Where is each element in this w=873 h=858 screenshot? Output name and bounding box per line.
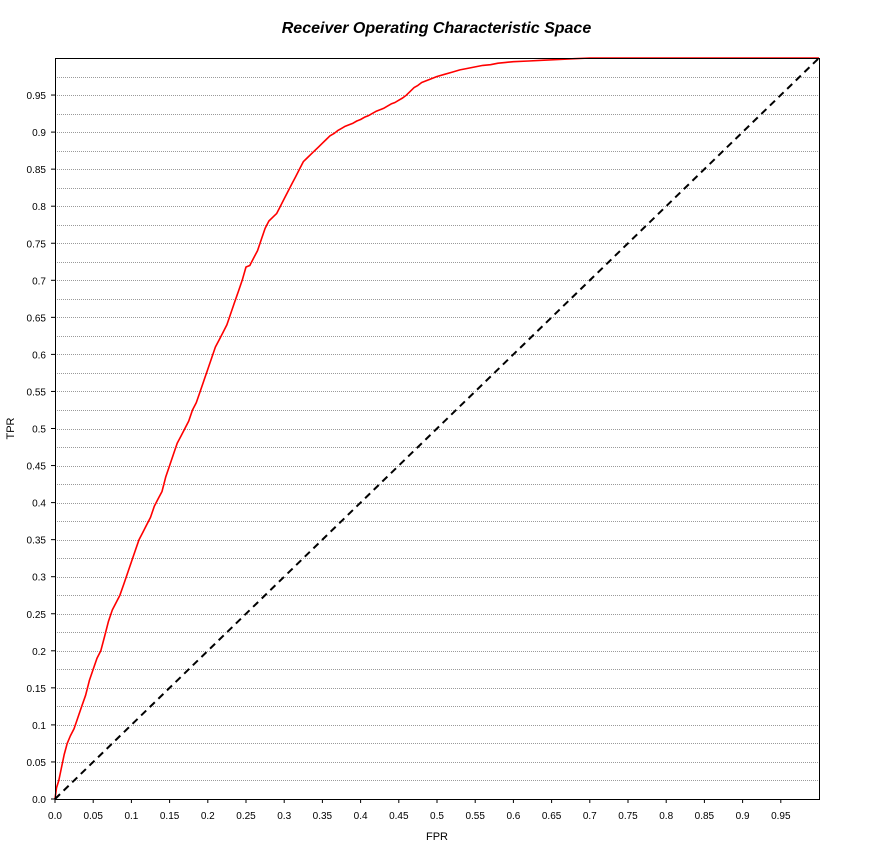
x-tick-label: 0.8: [659, 811, 673, 822]
x-tick-label: 0.75: [618, 811, 638, 822]
x-axis-label: FPR: [426, 831, 448, 843]
y-tick-label: 0.5: [32, 425, 46, 436]
x-tick-label: 0.9: [736, 811, 750, 822]
y-tick-label: 0.8: [32, 202, 46, 213]
y-tick-label: 0.4: [32, 499, 46, 510]
y-tick-label: 0.9: [32, 128, 46, 139]
x-tick-label: 0.85: [695, 811, 715, 822]
y-tick-label: 0.2: [32, 647, 46, 658]
x-tick-label: 0.7: [583, 811, 597, 822]
y-tick-label: 0.55: [27, 387, 47, 398]
x-tick-label: 0.6: [506, 811, 520, 822]
roc-curve: [54, 57, 819, 800]
x-tick-label: 0.1: [124, 811, 138, 822]
series-layer: [54, 57, 820, 800]
x-tick-label: 0.45: [389, 811, 409, 822]
y-tick-label: 0.45: [27, 462, 47, 473]
x-tick-label: 0.25: [236, 811, 256, 822]
x-tick-label: 0.5: [430, 811, 444, 822]
y-tick-label: 0.3: [32, 573, 46, 584]
x-tick-label: 0.0: [48, 811, 62, 822]
y-tick-label: 0.95: [27, 91, 47, 102]
x-tick-label: 0.35: [313, 811, 333, 822]
y-axis-label: TPR: [5, 417, 17, 439]
y-tick-label: 0.75: [27, 239, 47, 250]
chart-title: Receiver Operating Characteristic Space: [281, 20, 592, 37]
y-tick-label: 0.35: [27, 536, 47, 547]
x-tick-label: 0.55: [465, 811, 485, 822]
y-tick-label: 0.6: [32, 350, 46, 361]
y-tick-label: 0.15: [27, 684, 47, 695]
x-tick-label: 0.65: [542, 811, 562, 822]
y-tick-label: 0.1: [32, 721, 46, 732]
x-tick-label: 0.95: [771, 811, 791, 822]
x-axis-ticks: 0.0 0.05 0.1 0.15 0.2 0.25 0.3 0.35 0.4 0.45 0.5 0.…: [48, 799, 791, 822]
x-tick-label: 0.2: [201, 811, 215, 822]
x-tick-label: 0.4: [354, 811, 368, 822]
random-classifier-line: [54, 57, 820, 800]
y-tick-label: 0.85: [27, 165, 47, 176]
x-tick-label: 0.05: [83, 811, 103, 822]
y-tick-label: 0.0: [32, 795, 46, 806]
y-tick-label: 0.25: [27, 610, 47, 621]
y-tick-label: 0.7: [32, 276, 46, 287]
y-tick-label: 0.65: [27, 313, 47, 324]
x-tick-label: 0.3: [277, 811, 291, 822]
grid-lines: [55, 77, 819, 781]
y-tick-label: 0.05: [27, 758, 47, 769]
x-tick-label: 0.15: [160, 811, 180, 822]
y-axis-ticks: 0.0 0.05 0.1 0.15 0.2 0.25 0.3 0.35 0.4 0.45 0.5 0.…: [27, 91, 55, 806]
